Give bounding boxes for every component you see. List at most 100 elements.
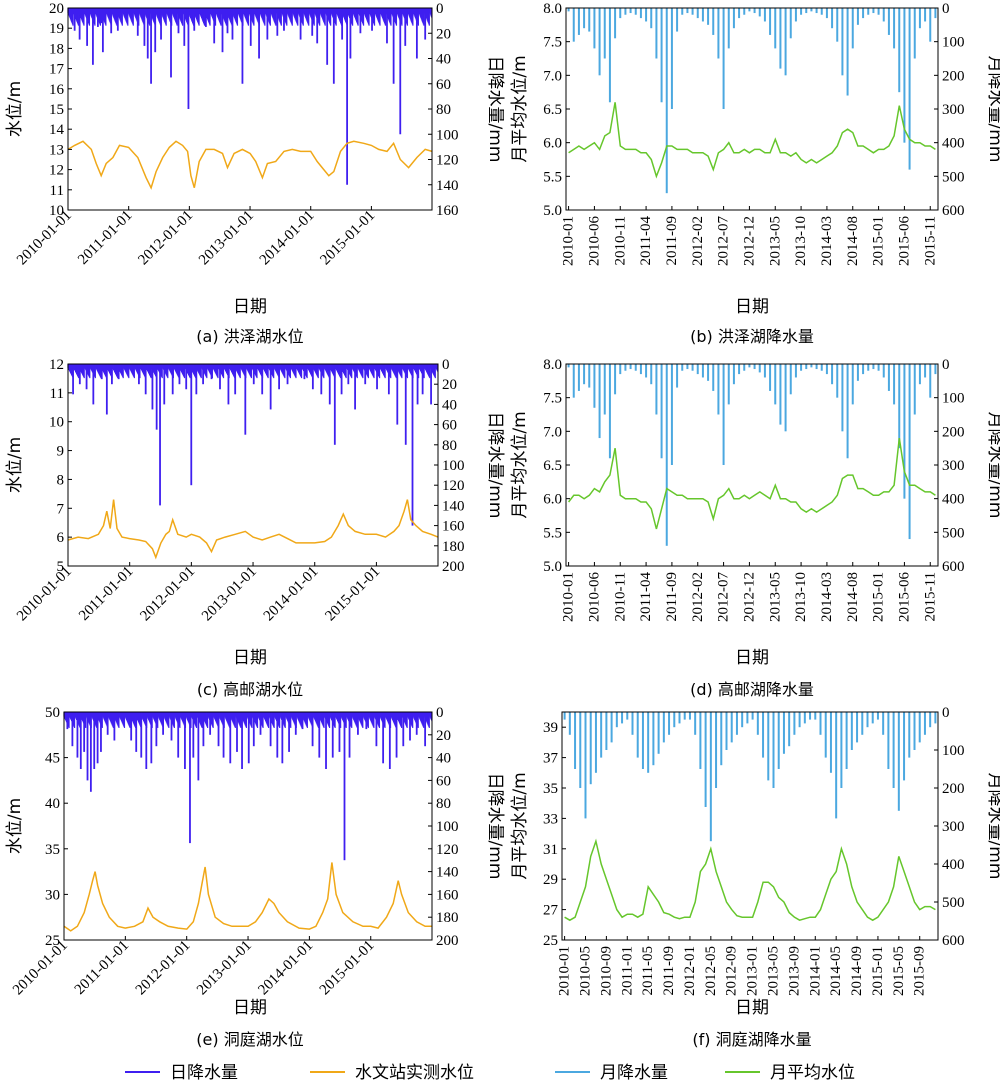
y-tick-label: 29 [543, 872, 558, 888]
rain-bar [193, 8, 196, 31]
rain-bar [189, 712, 191, 844]
rain-bar [226, 8, 229, 34]
rain-bar [657, 712, 660, 754]
y-tick-label: 50 [45, 705, 60, 721]
rain-bar [769, 364, 772, 391]
rain-bar [86, 712, 89, 781]
x-tick-label: 2011-04 [638, 572, 654, 622]
rain-bar [753, 8, 756, 14]
chart-caption: (e) 洞庭湖水位 [196, 1030, 303, 1049]
rain-bar [302, 8, 304, 26]
rain-bars [563, 712, 937, 842]
rain-bar [83, 364, 85, 379]
rain-bar [717, 8, 720, 59]
rain-bar [362, 364, 364, 379]
rain-bar [165, 8, 167, 26]
rain-bar [815, 364, 818, 370]
rain-bar [428, 712, 430, 728]
rain-bar [762, 712, 765, 758]
rain-bar [820, 8, 823, 15]
rain-bar [362, 712, 364, 728]
rain-bar [395, 364, 397, 379]
rain-bar [357, 8, 359, 26]
y2-tick-label: 140 [442, 498, 465, 514]
rain-bar [373, 8, 376, 26]
rain-bar [934, 364, 937, 375]
rain-bar [800, 364, 803, 371]
y-tick-label: 31 [543, 842, 558, 858]
rain-bar [96, 712, 99, 764]
plot-frame [565, 7, 939, 211]
chart-e: 25 30 35 40 45 50 0 20 40 60 80 100 120 140 160 180 200 2… [5, 705, 505, 1049]
rain-bar [354, 364, 356, 410]
rain-bar [328, 712, 331, 728]
x-tick-label: 2014-01-01 [255, 938, 316, 999]
rain-bar [741, 712, 744, 728]
rain-bar [382, 712, 385, 764]
rain-bar [893, 364, 896, 405]
rain-bar [359, 8, 362, 34]
rain-bar [681, 8, 684, 15]
y-axis-label: 月平均水位/m [510, 772, 530, 879]
rain-bar [266, 8, 269, 40]
rain-bar [619, 8, 622, 19]
rain-bar [163, 364, 166, 405]
rain-bar [92, 364, 95, 405]
rain-bar [918, 8, 921, 29]
rain-bar [583, 364, 586, 385]
rain-bar [117, 364, 120, 380]
rain-bar [694, 712, 697, 735]
rain-bar [794, 8, 797, 22]
rain-bar [722, 364, 725, 465]
y2-tick-label: 100 [942, 391, 965, 407]
rain-bar [89, 364, 91, 379]
rain-bar [670, 364, 673, 465]
rain-bar [645, 8, 648, 22]
rain-bar [150, 8, 152, 84]
y-tick-label: 37 [543, 751, 559, 767]
rain-bar [678, 712, 681, 724]
y-tick-label: 8.0 [543, 357, 562, 373]
rain-bar [593, 364, 596, 408]
y2-tick-label: 100 [942, 35, 965, 51]
y2-tick-label: 80 [442, 438, 457, 454]
rain-bar [228, 364, 230, 379]
rain-bar [121, 8, 123, 26]
x-tick-label: 2012-01-01 [133, 938, 194, 999]
y-tick-label: 18 [49, 41, 64, 57]
rain-bar [77, 8, 80, 26]
y2-tick-label: 160 [436, 887, 459, 903]
x-tick-label: 2013-10 [793, 216, 809, 266]
rain-bar [798, 712, 801, 728]
rain-bar [404, 364, 407, 445]
rain-bar [234, 712, 236, 728]
rain-bar [898, 8, 901, 93]
rain-bar [331, 712, 334, 758]
rain-bar [856, 8, 859, 25]
rain-bar [111, 364, 113, 379]
x-axis-label: 日期 [735, 648, 769, 668]
rain-bar [236, 712, 238, 752]
x-tick-label: 2013-01 [745, 946, 761, 996]
rain-bar [157, 712, 159, 728]
rain-bar [192, 8, 195, 26]
y-axis-label: 水位/m [5, 798, 25, 854]
x-tick-label: 2014-08 [845, 572, 861, 622]
rain-bar [850, 712, 853, 750]
rain-bar [861, 712, 864, 735]
rain-bar [934, 712, 937, 724]
rain-bar [107, 712, 109, 728]
rain-bar [732, 8, 735, 29]
y-tick-label: 5 [57, 559, 65, 575]
y2-tick-label: 140 [436, 178, 459, 194]
rain-bar [130, 712, 133, 741]
x-tick-label: 2015-01 [871, 216, 887, 266]
rain-bar [836, 364, 839, 398]
rain-bar [908, 364, 911, 540]
y2-tick-label: 60 [436, 773, 451, 789]
rain-bar [805, 8, 808, 14]
y-tick-label: 33 [543, 811, 558, 827]
rain-bar [179, 712, 181, 728]
rain-bar [211, 364, 213, 379]
rain-bar [295, 712, 297, 728]
